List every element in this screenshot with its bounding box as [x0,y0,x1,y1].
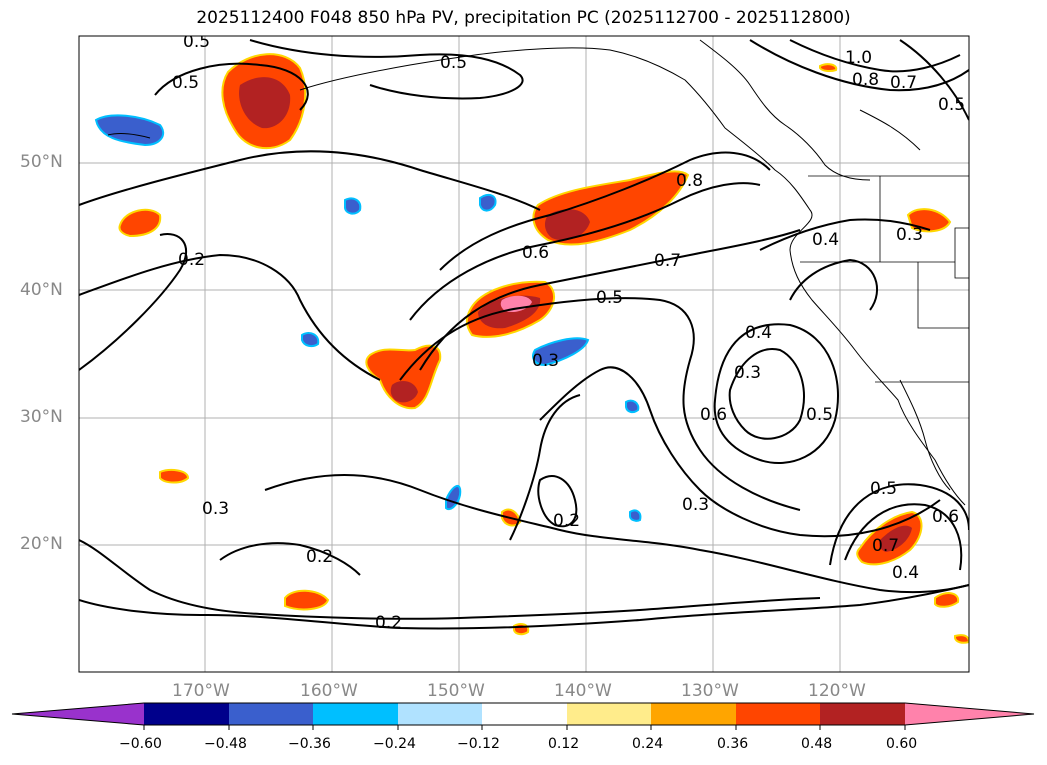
colorbar-extend-high [905,703,1034,725]
lat-label-30n: 30°N [20,407,63,427]
colorbar [11,702,1035,730]
precip-blob-west [118,208,162,238]
precip-core-jet [544,209,590,241]
colorbar-segment [482,703,567,725]
contour-label: 0.8 [852,70,879,90]
colorbar-tick: −0.60 [119,736,162,752]
lon-label-130w: 130°W [681,681,739,701]
precip-negative-small-4 [625,399,640,414]
contour-label: 0.2 [553,511,580,531]
lon-label-150w: 150°W [427,681,485,701]
precip-blob-small-4 [513,623,530,636]
colorbar-segment [398,703,482,725]
colorbar-tick: −0.36 [288,736,331,752]
colorbar-segment [313,703,398,725]
contour-label: 0.2 [178,250,205,270]
contour-label: 0.5 [806,405,833,425]
contour-label: 0.4 [745,323,772,343]
colorbar-segment [229,703,313,725]
contour-label: 0.6 [522,243,549,263]
boundaries [800,175,969,383]
contour-label: 0.5 [870,479,897,499]
precip-negative-small-6 [629,509,642,522]
colorbar-tick: −0.48 [204,736,247,752]
colorbar-segment [651,703,736,725]
precip-core-aleutian [239,77,291,129]
contour-label: 0.6 [932,507,959,527]
map-frame [78,35,970,673]
colorbar-extend-low [12,703,144,725]
precip-core-southwest [390,380,418,403]
contour-label: 0.2 [375,613,402,633]
contour-label: 0.3 [734,363,761,383]
precip-blob-small-5 [934,592,960,608]
pv-contours [79,39,969,630]
contour-label: 0.7 [654,251,681,271]
precip-blob-small-1 [159,469,190,484]
contour-label-group: 0.5 0.5 0.5 1.0 0.8 0.7 0.5 0.8 0.4 0.3 … [172,32,965,633]
precip-negative-central [532,337,590,367]
precip-core-baja [879,525,912,552]
precip-negative-small-1 [479,193,497,212]
precip-negative-small-2 [344,197,362,215]
colorbar-tick: −0.12 [457,736,500,752]
precip-negative-small-3 [301,332,320,348]
contour-label: 0.8 [676,171,703,191]
lon-label-140w: 140°W [554,681,612,701]
contour-label: 0.2 [306,547,333,567]
precip-blob-small-3 [284,589,330,611]
lat-label-50n: 50°N [20,152,63,172]
contour-label: 0.5 [596,288,623,308]
colorbar-tick: 0.24 [632,736,664,752]
gridlines [79,36,969,672]
precip-blob-small-6 [954,634,969,644]
contour-label: 0.3 [682,495,709,515]
lon-label-160w: 160°W [300,681,358,701]
map-area: 0.5 0.5 0.5 1.0 0.8 0.7 0.5 0.8 0.4 0.3 … [79,32,969,672]
colorbar-tick: 0.12 [548,736,580,752]
contour-label: 0.4 [812,230,839,250]
colorbar-segment [567,703,651,725]
contour-label: 0.5 [172,73,199,93]
contour-label: 0.3 [202,499,229,519]
contour-label: 0.5 [183,32,210,52]
lon-label-170w: 170°W [172,681,230,701]
contour-label: 0.5 [938,95,965,115]
contour-label: 0.3 [532,351,559,371]
lon-label-120w: 120°W [808,681,866,701]
colorbar-tick: 0.60 [886,736,918,752]
contour-label: 0.4 [892,563,919,583]
precip-negative-small-5 [445,485,462,511]
lat-label-20n: 20°N [20,534,63,554]
colorbar-segment [736,703,820,725]
colorbar-segment [820,703,905,725]
colorbar-tick: 0.36 [717,736,749,752]
contour-label: 0.7 [872,536,899,556]
colorbar-tick: −0.24 [373,736,416,752]
colorbar-segment [144,703,229,725]
contour-label: 1.0 [845,48,872,68]
coastlines [107,39,966,506]
contour-label: 0.3 [896,225,923,245]
colorbar-tick: 0.48 [801,736,833,752]
map-title: 2025112400 F048 850 hPa PV, precipitatio… [196,8,851,28]
precip-blob-small-7 [819,63,838,73]
contour-label: 0.7 [890,73,917,93]
precip-negative-nw [94,114,165,147]
contour-label: 0.6 [700,405,727,425]
contour-label: 0.5 [440,53,467,73]
lat-label-40n: 40°N [20,280,63,300]
